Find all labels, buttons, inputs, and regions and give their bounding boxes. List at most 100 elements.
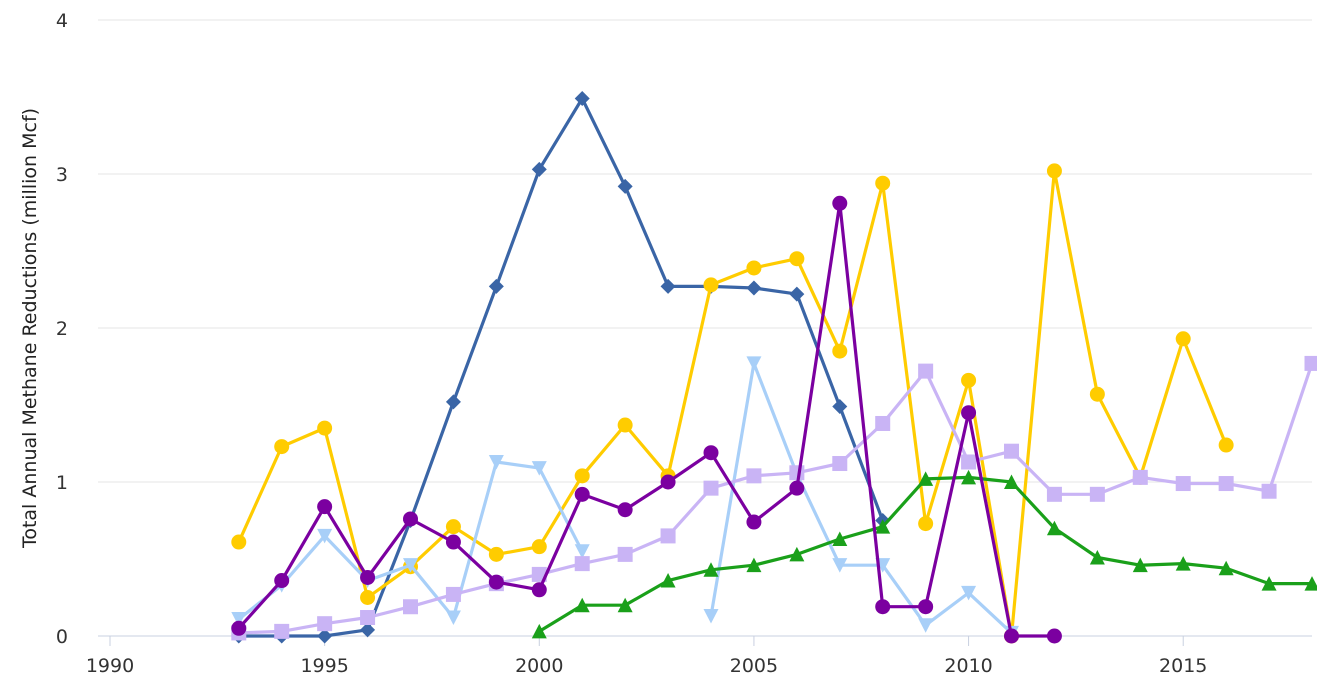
data-point — [746, 356, 762, 371]
data-point — [360, 569, 376, 585]
data-point — [660, 278, 676, 294]
data-point — [531, 623, 547, 639]
data-point — [531, 461, 547, 476]
data-point — [918, 471, 934, 486]
data-point — [875, 599, 891, 615]
data-point — [875, 519, 891, 534]
data-point — [1089, 386, 1105, 402]
series-layer — [231, 91, 1317, 644]
series-line — [709, 361, 1013, 635]
data-point — [617, 597, 633, 613]
data-point — [746, 280, 762, 296]
data-point — [445, 534, 461, 550]
data-point — [274, 439, 290, 455]
data-point — [617, 178, 633, 194]
x-tick-label: 1995 — [300, 655, 348, 677]
x-tick-label: 1990 — [86, 655, 134, 677]
data-point — [660, 528, 676, 544]
data-point — [1304, 355, 1317, 371]
data-point — [445, 519, 461, 535]
data-point — [317, 420, 333, 436]
data-point — [1218, 476, 1234, 492]
data-point — [360, 622, 376, 638]
data-point — [531, 161, 547, 177]
data-point — [360, 590, 376, 605]
data-point — [875, 415, 891, 431]
y-tick-label: 4 — [56, 10, 68, 32]
series-2 — [231, 163, 1234, 644]
data-point — [703, 480, 719, 496]
data-point — [789, 546, 805, 562]
y-tick-label: 2 — [56, 318, 68, 340]
data-point — [403, 558, 418, 573]
data-point — [789, 251, 805, 267]
data-point — [832, 195, 848, 211]
y-axis-title: Total Annual Methane Reductions (million… — [19, 108, 41, 549]
data-point — [617, 502, 633, 518]
data-point — [488, 546, 504, 562]
data-point — [488, 278, 504, 294]
data-point — [746, 557, 762, 573]
data-point — [1132, 557, 1148, 573]
data-point — [1046, 628, 1062, 644]
series-5 — [531, 469, 1317, 639]
data-point — [660, 474, 676, 490]
data-point — [1089, 549, 1105, 565]
data-point — [274, 623, 290, 639]
x-tick-label: 2005 — [730, 655, 778, 677]
data-point — [1175, 476, 1191, 492]
data-point — [918, 618, 934, 633]
data-point — [961, 372, 977, 388]
data-point — [317, 628, 333, 644]
data-point — [617, 417, 633, 433]
data-point — [703, 277, 719, 293]
data-point — [531, 539, 547, 555]
y-axis-tick-labels: 0 1 2 3 4 — [56, 10, 68, 648]
data-point — [574, 486, 590, 502]
x-axis: 1990 1995 2000 2005 2010 2015 — [86, 636, 1207, 677]
data-point — [832, 531, 848, 546]
data-point — [574, 544, 590, 559]
data-point — [918, 599, 934, 615]
data-point — [1046, 163, 1062, 179]
data-point — [574, 597, 590, 613]
data-point — [231, 534, 247, 550]
data-point — [832, 558, 848, 573]
data-point — [445, 394, 461, 410]
series-line — [238, 96, 885, 638]
data-point — [317, 616, 333, 632]
series-6 — [231, 195, 1062, 644]
data-point — [961, 469, 977, 485]
data-point — [1304, 576, 1317, 591]
data-point — [1046, 520, 1062, 536]
data-point — [317, 528, 333, 544]
data-point — [789, 286, 805, 302]
data-point — [617, 546, 633, 562]
data-point — [1004, 443, 1019, 459]
data-point — [961, 454, 977, 470]
data-point — [1218, 560, 1234, 576]
data-point — [1261, 576, 1277, 591]
series-4 — [231, 355, 1317, 641]
data-point — [360, 610, 376, 626]
data-point — [961, 585, 977, 601]
data-point — [746, 468, 762, 484]
data-point — [961, 405, 977, 421]
data-point — [574, 556, 590, 572]
data-point — [1175, 556, 1191, 571]
y-tick-label: 1 — [56, 472, 68, 494]
data-point — [703, 562, 719, 577]
data-point — [274, 573, 290, 589]
series-line — [237, 460, 584, 621]
data-point — [832, 343, 848, 359]
x-tick-label: 2000 — [515, 655, 563, 677]
data-point — [488, 574, 504, 590]
data-point — [703, 445, 719, 461]
data-point — [531, 582, 547, 598]
data-point — [789, 480, 805, 496]
data-point — [746, 260, 762, 276]
x-tick-label: 2010 — [944, 655, 992, 677]
data-point — [703, 608, 719, 624]
data-point — [231, 612, 247, 627]
